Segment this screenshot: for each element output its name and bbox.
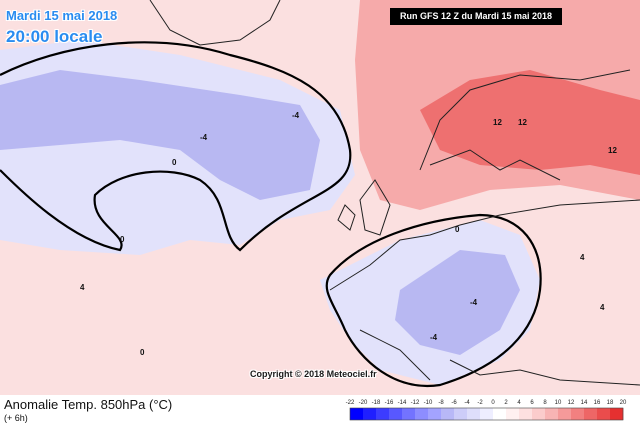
scale-tick: -6	[451, 400, 457, 406]
scale-tick: 18	[607, 400, 614, 406]
scale-tick-labels: -22 -20 -18 -16 -14 -12 -10 -8 -6 -4 -2 0 2 4 6 8 10 12 14…	[346, 400, 627, 406]
contour-label: -4	[200, 133, 208, 142]
contour-label: 4	[80, 283, 85, 292]
scale-color-bar	[350, 408, 624, 420]
scale-tick: -22	[346, 400, 355, 406]
contour-label: 12	[518, 118, 527, 127]
scale-tick: 6	[530, 400, 534, 406]
scale-swatch	[467, 408, 481, 420]
color-scale-legend: -22 -20 -18 -16 -14 -12 -10 -8 -6 -4 -2 0 2 4 6 8 10 12 14…	[346, 400, 627, 421]
contour-label: 4	[600, 303, 605, 312]
coastline-mainland	[329, 199, 640, 386]
scale-tick: 8	[543, 400, 547, 406]
anomaly-map: 12 12 12 -4 -4 -4 0 0 0 0 4 4 4 -4	[0, 0, 640, 395]
scale-tick: -4	[464, 400, 470, 406]
contour-label: 12	[493, 118, 502, 127]
scale-swatch	[363, 408, 377, 420]
scale-tick: 10	[555, 400, 562, 406]
zero-contour-west	[0, 41, 352, 252]
scale-tick: -2	[477, 400, 483, 406]
copyright-notice: Copyright © 2018 Meteociel.fr	[250, 369, 377, 379]
scale-swatch	[402, 408, 416, 420]
scale-swatch	[610, 408, 624, 420]
strong-cold-anomaly-area-west	[0, 70, 320, 200]
scale-swatch	[493, 408, 507, 420]
scale-tick: 0	[491, 400, 495, 406]
map-footer: Anomalie Temp. 850hPa (°C) (+ 6h) -22 -20…	[0, 395, 640, 427]
parameter-label: Anomalie Temp. 850hPa (°C)	[4, 397, 173, 412]
scale-tick: -12	[411, 400, 420, 406]
forecast-date: Mardi 15 mai 2018	[6, 8, 118, 23]
scale-border	[349, 407, 624, 421]
scale-tick: 4	[517, 400, 521, 406]
scale-swatch	[441, 408, 455, 420]
scale-swatch	[506, 408, 520, 420]
strong-warm-anomaly-area	[420, 70, 640, 175]
strong-cold-anomaly-area-central	[395, 250, 520, 355]
coastline-british-isles	[337, 179, 391, 236]
scale-swatch	[376, 408, 390, 420]
scale-swatch	[571, 408, 585, 420]
zero-contour-central	[325, 213, 542, 388]
coastline-scandinavia	[419, 69, 631, 181]
coastline-greenland	[149, 0, 281, 46]
scale-swatch	[558, 408, 572, 420]
scale-tick: 14	[581, 400, 588, 406]
scale-swatch	[415, 408, 429, 420]
contour-label: 0	[140, 348, 145, 357]
run-info-label: Run GFS 12 Z du Mardi 15 mai 2018	[390, 8, 562, 25]
contour-label: 0	[172, 158, 177, 167]
scale-swatch	[584, 408, 598, 420]
scale-swatch	[428, 408, 442, 420]
contour-label: 0	[455, 225, 460, 234]
contour-labels: 12 12 12 -4 -4 -4 0 0 0 0 4 4 4 -4	[80, 111, 617, 357]
scale-tick: -16	[385, 400, 394, 406]
contour-label: -4	[292, 111, 300, 120]
scale-tick: 16	[594, 400, 601, 406]
scale-swatch	[532, 408, 546, 420]
contour-label: 0	[120, 235, 125, 244]
scale-tick: -18	[372, 400, 381, 406]
contour-label: -4	[430, 333, 438, 342]
scale-tick: -20	[359, 400, 368, 406]
scale-swatch	[350, 408, 364, 420]
forecast-time: 20:00 locale	[6, 27, 103, 46]
scale-swatch	[454, 408, 468, 420]
scale-swatch	[389, 408, 403, 420]
lead-time-label: (+ 6h)	[4, 413, 28, 423]
scale-tick: -8	[438, 400, 444, 406]
contour-label: 4	[580, 253, 585, 262]
scale-tick: 12	[568, 400, 575, 406]
scale-swatch	[545, 408, 559, 420]
contour-label: -4	[470, 298, 478, 307]
scale-tick: 20	[620, 400, 627, 406]
scale-swatch	[597, 408, 611, 420]
scale-swatch	[480, 408, 494, 420]
contour-label: 12	[608, 146, 617, 155]
scale-tick: 2	[504, 400, 508, 406]
scale-tick: -10	[424, 400, 433, 406]
scale-tick: -14	[398, 400, 407, 406]
scale-swatch	[519, 408, 533, 420]
